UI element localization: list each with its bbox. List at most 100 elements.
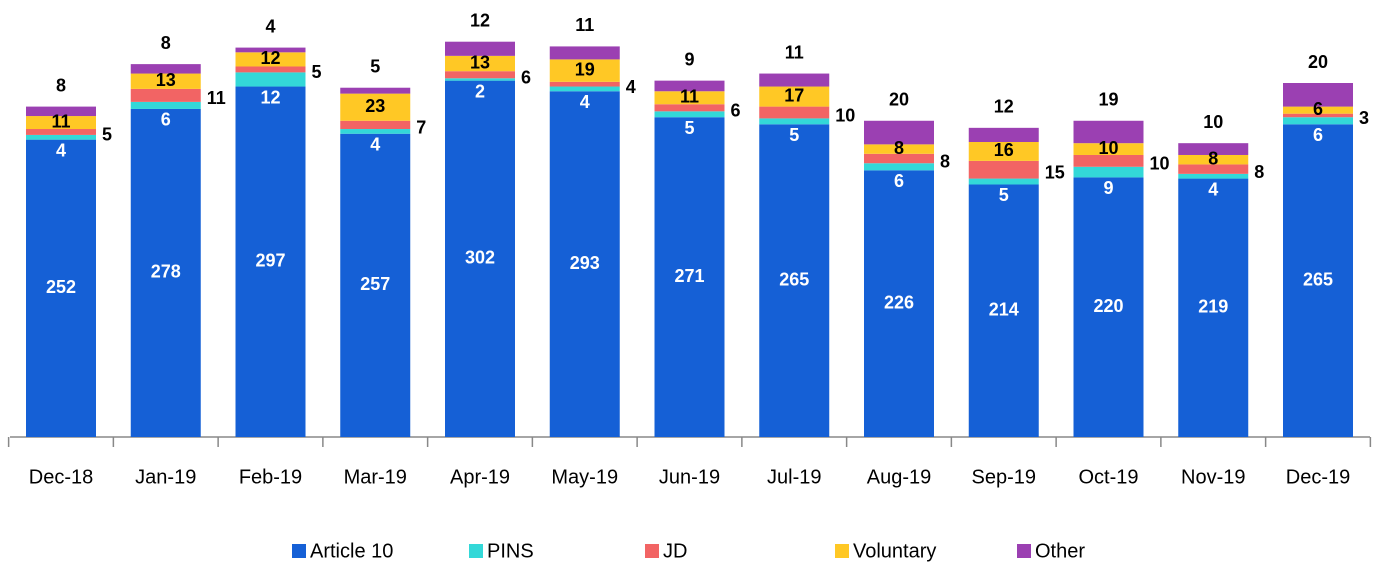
data-label: 20 [889, 90, 909, 110]
data-label: 278 [151, 262, 181, 282]
x-tick-label: Nov-19 [1181, 466, 1245, 488]
data-label: 10 [835, 105, 855, 125]
data-label: 10 [1150, 154, 1170, 174]
bar-segment [1178, 164, 1249, 174]
bar-segment [654, 104, 725, 112]
bar-segment [549, 86, 620, 92]
data-label: 6 [521, 67, 531, 87]
data-label: 226 [884, 292, 914, 312]
data-label: 11 [575, 15, 594, 35]
x-tick-label: Jan-19 [135, 466, 196, 488]
bar-segment [549, 59, 620, 82]
data-label: 8 [894, 138, 904, 158]
x-tick-label: Jun-19 [659, 466, 720, 488]
data-label: 13 [470, 52, 490, 72]
data-label: 9 [684, 49, 694, 69]
legend-label: Article 10 [310, 540, 393, 562]
data-label: 6 [731, 101, 741, 121]
data-label: 9 [1103, 178, 1113, 198]
data-label: 5 [370, 56, 380, 76]
data-label: 5 [999, 185, 1009, 205]
legend-label: Other [1035, 540, 1085, 562]
bar-segment [340, 133, 411, 438]
data-label: 302 [465, 248, 495, 268]
data-label: 219 [1198, 297, 1228, 317]
x-tick-label: Dec-18 [29, 466, 93, 488]
bar-segment [235, 47, 306, 53]
data-label: 23 [365, 96, 385, 116]
bar-segment [1283, 113, 1353, 118]
data-label: 20 [1308, 52, 1328, 72]
bar-segment [26, 116, 96, 130]
data-label: 271 [674, 266, 704, 286]
bar-segment [340, 87, 411, 94]
bar-segment [549, 91, 620, 437]
bar-segment [26, 134, 96, 140]
bar-segment [1178, 173, 1249, 179]
data-label: 8 [1208, 148, 1218, 168]
data-label: 19 [1098, 90, 1118, 110]
data-label: 214 [989, 299, 1019, 319]
data-label: 5 [102, 125, 112, 145]
data-label: 10 [1098, 138, 1118, 158]
bar-segment [759, 73, 830, 87]
data-label: 4 [626, 77, 636, 97]
data-label: 257 [360, 274, 390, 294]
bar-segment [654, 111, 725, 118]
data-label: 12 [260, 87, 280, 107]
bar-segment [864, 163, 934, 171]
bar-segment [130, 64, 201, 74]
data-label: 15 [1045, 162, 1065, 182]
data-label: 11 [785, 42, 804, 62]
bar-segment [1073, 166, 1144, 178]
bar-segment [445, 71, 515, 79]
bar-segment [340, 120, 411, 130]
data-label: 12 [260, 48, 280, 68]
legend-swatch [835, 544, 849, 558]
bar-segment [130, 108, 201, 438]
bar-segment [864, 120, 934, 145]
bar-segment [759, 86, 830, 107]
data-label: 6 [161, 110, 171, 130]
data-label: 4 [580, 92, 590, 112]
legend-swatch [1017, 544, 1031, 558]
bar-segment [1283, 83, 1353, 107]
legend-label: PINS [487, 540, 534, 562]
data-label: 8 [161, 33, 171, 53]
bar-segment [864, 153, 934, 164]
bar-segment [26, 129, 96, 135]
data-label: 8 [940, 151, 950, 171]
x-tick-label: Feb-19 [239, 466, 302, 488]
bar-segment [549, 46, 620, 60]
bar-segment [1073, 120, 1144, 144]
x-tick-label: Apr-19 [450, 466, 510, 488]
bar-segment [864, 144, 934, 154]
data-label: 297 [255, 251, 285, 271]
data-label: 6 [894, 171, 904, 191]
data-label: 4 [370, 134, 380, 154]
data-label: 5 [312, 62, 322, 82]
data-label: 4 [1208, 179, 1218, 199]
data-label: 5 [789, 125, 799, 145]
bar-segment [1073, 177, 1144, 437]
data-label: 6 [1313, 125, 1323, 145]
data-label: 8 [1254, 162, 1264, 182]
bar-segment [759, 124, 830, 438]
bar-segment [968, 184, 1039, 437]
data-label: 11 [51, 111, 70, 131]
x-tick-label: Jul-19 [767, 466, 821, 488]
bar-segment [26, 139, 96, 437]
bar-segment [445, 78, 515, 81]
bar-segment [968, 160, 1039, 179]
data-label: 5 [684, 118, 694, 138]
bar-segment [445, 80, 515, 437]
bar-segment [1283, 106, 1353, 114]
data-label: 12 [470, 10, 490, 30]
x-tick-label: Aug-19 [867, 466, 932, 488]
data-label: 11 [207, 88, 226, 108]
data-label: 3 [1359, 108, 1369, 128]
bar-segment [130, 88, 201, 102]
bar-segment [968, 178, 1039, 185]
bar-segment [549, 81, 620, 87]
